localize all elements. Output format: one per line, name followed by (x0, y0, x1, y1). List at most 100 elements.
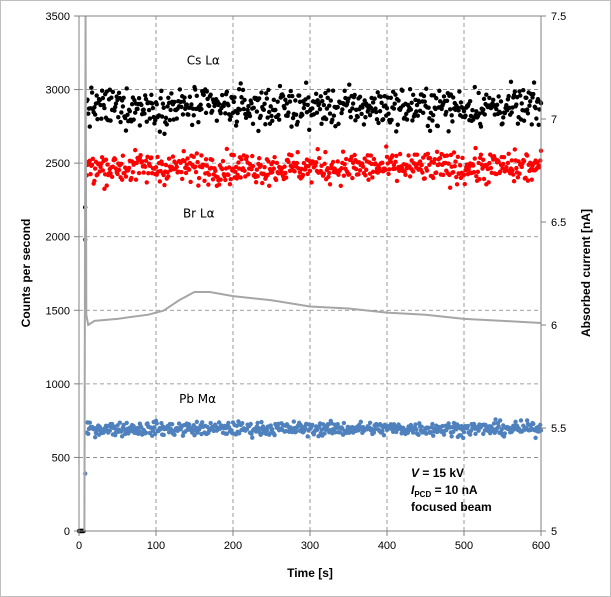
data-point (237, 107, 243, 112)
data-point (191, 154, 196, 159)
data-point (321, 102, 327, 108)
data-point (153, 431, 158, 437)
data-point (506, 93, 511, 99)
data-point (291, 419, 297, 424)
data-point (100, 95, 106, 101)
data-point (182, 158, 187, 164)
data-point (232, 95, 237, 100)
data-point (270, 169, 275, 175)
data-point (131, 117, 136, 122)
data-point (248, 421, 253, 427)
y-right-tick-label: 7 (551, 114, 557, 126)
data-point (317, 101, 322, 106)
data-point (186, 422, 192, 427)
data-point (336, 121, 341, 127)
data-point (166, 95, 171, 101)
data-point (86, 111, 91, 116)
data-point (193, 169, 199, 175)
data-point (179, 169, 184, 175)
data-point (531, 80, 537, 85)
data-point (409, 100, 414, 106)
series-labels: Cs Lα Br Lα Pb Mα (179, 54, 220, 406)
data-point (255, 420, 260, 426)
data-point (185, 156, 190, 161)
data-point (394, 129, 399, 134)
data-point (194, 151, 200, 156)
data-point (103, 157, 109, 162)
x-axis-title: Time [s] (287, 566, 333, 580)
data-point (136, 170, 142, 176)
data-point (92, 178, 97, 184)
data-point (135, 106, 140, 112)
data-point (335, 159, 340, 164)
data-point (456, 108, 461, 113)
data-point (521, 88, 526, 93)
data-point (289, 153, 294, 158)
data-point (531, 91, 536, 97)
data-point (518, 93, 523, 98)
data-point (277, 83, 283, 89)
data-point (290, 115, 296, 121)
data-point (264, 428, 270, 433)
data-point (236, 87, 242, 92)
data-point (461, 172, 467, 177)
data-point (238, 81, 243, 86)
data-point (119, 177, 125, 182)
data-point (461, 429, 467, 435)
data-point (143, 158, 149, 163)
data-point (92, 166, 98, 171)
y-right-tick-label: 5.5 (551, 423, 566, 435)
data-point (497, 110, 503, 115)
data-point (94, 428, 99, 434)
data-point (497, 418, 503, 423)
data-point (250, 435, 255, 440)
data-point (307, 127, 312, 132)
data-point (454, 427, 459, 432)
data-point (208, 92, 213, 97)
data-point (452, 163, 457, 169)
data-point (407, 86, 413, 92)
data-point (173, 161, 179, 166)
data-point (389, 117, 394, 123)
data-point (381, 432, 387, 438)
data-point (315, 147, 320, 152)
data-point (309, 180, 314, 185)
data-point (322, 161, 327, 167)
data-point (250, 163, 256, 169)
data-point (374, 109, 379, 115)
condition-beam: focused beam (411, 500, 492, 514)
data-point (136, 96, 142, 101)
data-point (254, 109, 260, 114)
data-point (380, 117, 386, 122)
data-point (100, 168, 106, 173)
data-point (432, 156, 437, 162)
data-point (172, 99, 177, 105)
data-point (437, 99, 443, 104)
data-point (500, 121, 505, 126)
data-point (98, 164, 103, 170)
condition-current: IPCD = 10 nA (411, 483, 478, 499)
data-point (419, 424, 424, 429)
data-point (533, 105, 538, 111)
data-point (92, 105, 97, 110)
data-point (195, 159, 200, 165)
data-point (305, 102, 310, 108)
data-point (147, 163, 153, 169)
data-point (170, 154, 176, 159)
data-point (141, 170, 146, 175)
data-point (494, 102, 500, 108)
data-point (115, 171, 120, 177)
data-point (390, 153, 395, 158)
data-point (216, 420, 222, 425)
data-point (335, 104, 340, 110)
data-point (330, 159, 336, 165)
data-point (149, 155, 154, 160)
data-point (216, 182, 222, 187)
data-point (534, 116, 539, 121)
data-point (122, 170, 127, 176)
data-point (294, 160, 300, 166)
data-point (529, 177, 534, 182)
data-point (352, 92, 357, 98)
data-point (193, 164, 198, 169)
data-point (292, 169, 297, 174)
